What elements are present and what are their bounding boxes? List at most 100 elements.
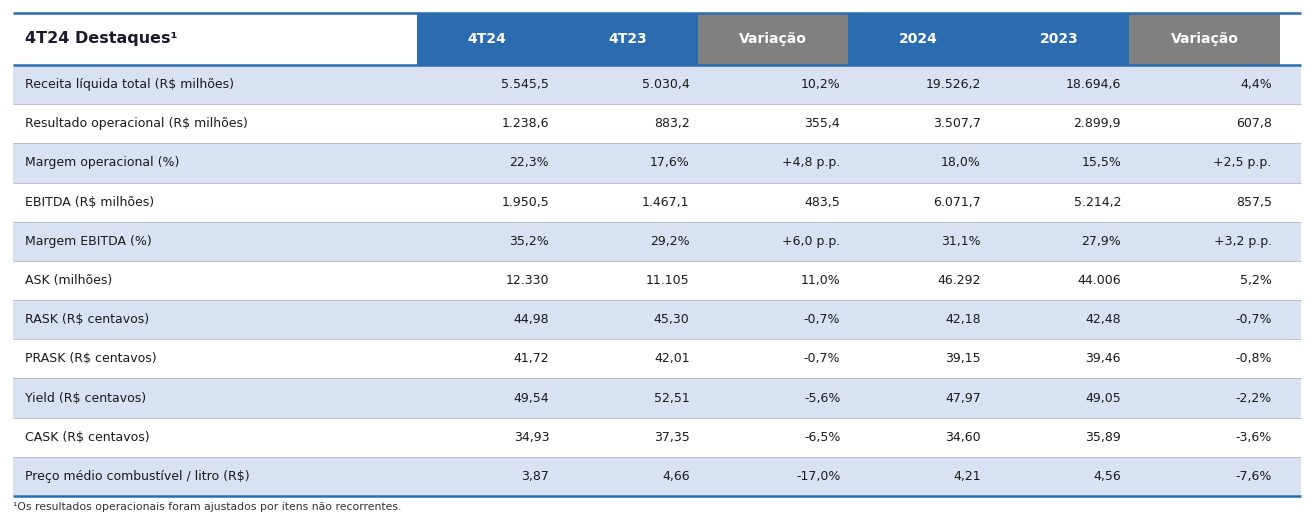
Text: EBITDA (R$ milhões): EBITDA (R$ milhões) (25, 196, 154, 209)
Text: +3,2 p.p.: +3,2 p.p. (1214, 235, 1272, 248)
Bar (13, 144, 1301, 183)
Text: 1.950,5: 1.950,5 (502, 196, 549, 209)
Text: 5.030,4: 5.030,4 (641, 78, 690, 91)
Text: 4,56: 4,56 (1093, 470, 1121, 483)
Bar (13, 457, 1301, 496)
Text: 3.507,7: 3.507,7 (933, 117, 980, 130)
Text: 34,93: 34,93 (514, 431, 549, 444)
Text: 12.330: 12.330 (506, 274, 549, 287)
Text: -17,0%: -17,0% (796, 470, 840, 483)
Text: 15,5%: 15,5% (1081, 156, 1121, 169)
Text: 355,4: 355,4 (804, 117, 840, 130)
Bar (13, 65, 1301, 104)
Text: CASK (R$ centavos): CASK (R$ centavos) (25, 431, 150, 444)
Text: RASK (R$ centavos): RASK (R$ centavos) (25, 313, 148, 326)
Text: Margem operacional (%): Margem operacional (%) (25, 156, 180, 169)
Text: Variação: Variação (1171, 32, 1238, 46)
Bar (1129, 13, 1280, 65)
Text: -6,5%: -6,5% (804, 431, 840, 444)
Bar (557, 13, 698, 65)
Text: +4,8 p.p.: +4,8 p.p. (782, 156, 840, 169)
Text: 11.105: 11.105 (646, 274, 690, 287)
Bar (13, 104, 1301, 144)
Text: 27,9%: 27,9% (1081, 235, 1121, 248)
Text: 39,46: 39,46 (1085, 352, 1121, 366)
Text: Margem EBITDA (%): Margem EBITDA (%) (25, 235, 151, 248)
Text: 42,01: 42,01 (654, 352, 690, 366)
Text: 3,87: 3,87 (522, 470, 549, 483)
Text: 44.006: 44.006 (1077, 274, 1121, 287)
Text: 19.526,2: 19.526,2 (925, 78, 980, 91)
Text: 1.238,6: 1.238,6 (502, 117, 549, 130)
Text: 42,48: 42,48 (1085, 313, 1121, 326)
Text: 46.292: 46.292 (937, 274, 980, 287)
Text: 22,3%: 22,3% (510, 156, 549, 169)
Text: 4,4%: 4,4% (1240, 78, 1272, 91)
Text: Receita líquida total (R$ milhões): Receita líquida total (R$ milhões) (25, 78, 234, 91)
Bar (849, 13, 988, 65)
Text: 49,54: 49,54 (514, 391, 549, 404)
Text: -3,6%: -3,6% (1235, 431, 1272, 444)
Text: 4T23: 4T23 (608, 32, 646, 46)
Bar (13, 339, 1301, 378)
Text: PRASK (R$ centavos): PRASK (R$ centavos) (25, 352, 156, 366)
Text: -0,7%: -0,7% (804, 352, 840, 366)
Text: 483,5: 483,5 (804, 196, 840, 209)
Text: -0,7%: -0,7% (804, 313, 840, 326)
Bar (13, 13, 417, 65)
Text: Resultado operacional (R$ milhões): Resultado operacional (R$ milhões) (25, 117, 248, 130)
Text: 31,1%: 31,1% (941, 235, 980, 248)
Text: 49,05: 49,05 (1085, 391, 1121, 404)
Text: 35,2%: 35,2% (510, 235, 549, 248)
Text: -5,6%: -5,6% (804, 391, 840, 404)
Bar (13, 222, 1301, 261)
Text: 35,89: 35,89 (1085, 431, 1121, 444)
Text: 47,97: 47,97 (945, 391, 980, 404)
Bar (13, 183, 1301, 222)
Text: 607,8: 607,8 (1236, 117, 1272, 130)
Bar (988, 13, 1129, 65)
Text: 4,21: 4,21 (953, 470, 980, 483)
Text: 11,0%: 11,0% (800, 274, 840, 287)
Text: 2023: 2023 (1039, 32, 1079, 46)
Bar (13, 418, 1301, 457)
Text: 37,35: 37,35 (654, 431, 690, 444)
Text: -2,2%: -2,2% (1235, 391, 1272, 404)
Bar (13, 300, 1301, 339)
Text: 1.467,1: 1.467,1 (643, 196, 690, 209)
Text: -0,7%: -0,7% (1235, 313, 1272, 326)
Text: 10,2%: 10,2% (800, 78, 840, 91)
Text: ¹Os resultados operacionais foram ajustados por itens não recorrentes.: ¹Os resultados operacionais foram ajusta… (13, 502, 401, 512)
Text: 5.214,2: 5.214,2 (1074, 196, 1121, 209)
Text: +2,5 p.p.: +2,5 p.p. (1214, 156, 1272, 169)
Text: 2.899,9: 2.899,9 (1074, 117, 1121, 130)
Text: 39,15: 39,15 (945, 352, 980, 366)
Text: 41,72: 41,72 (514, 352, 549, 366)
Text: 2024: 2024 (899, 32, 938, 46)
Bar (698, 13, 849, 65)
Bar (417, 13, 557, 65)
Text: 4,66: 4,66 (662, 470, 690, 483)
Bar (13, 261, 1301, 300)
Text: 5,2%: 5,2% (1240, 274, 1272, 287)
Text: 6.071,7: 6.071,7 (933, 196, 980, 209)
Text: 52,51: 52,51 (654, 391, 690, 404)
Text: 34,60: 34,60 (945, 431, 980, 444)
Text: Yield (R$ centavos): Yield (R$ centavos) (25, 391, 146, 404)
Text: 18.694,6: 18.694,6 (1066, 78, 1121, 91)
Text: 4T24: 4T24 (468, 32, 506, 46)
Text: 857,5: 857,5 (1235, 196, 1272, 209)
Text: 45,30: 45,30 (654, 313, 690, 326)
Text: -0,8%: -0,8% (1235, 352, 1272, 366)
Text: 5.545,5: 5.545,5 (502, 78, 549, 91)
Text: 18,0%: 18,0% (941, 156, 980, 169)
Bar (13, 378, 1301, 418)
Text: Variação: Variação (738, 32, 807, 46)
Text: Preço médio combustível / litro (R$): Preço médio combustível / litro (R$) (25, 470, 250, 483)
Text: -7,6%: -7,6% (1235, 470, 1272, 483)
Text: +6,0 p.p.: +6,0 p.p. (782, 235, 840, 248)
Text: 44,98: 44,98 (514, 313, 549, 326)
Text: 29,2%: 29,2% (650, 235, 690, 248)
Text: 883,2: 883,2 (654, 117, 690, 130)
Text: 17,6%: 17,6% (650, 156, 690, 169)
